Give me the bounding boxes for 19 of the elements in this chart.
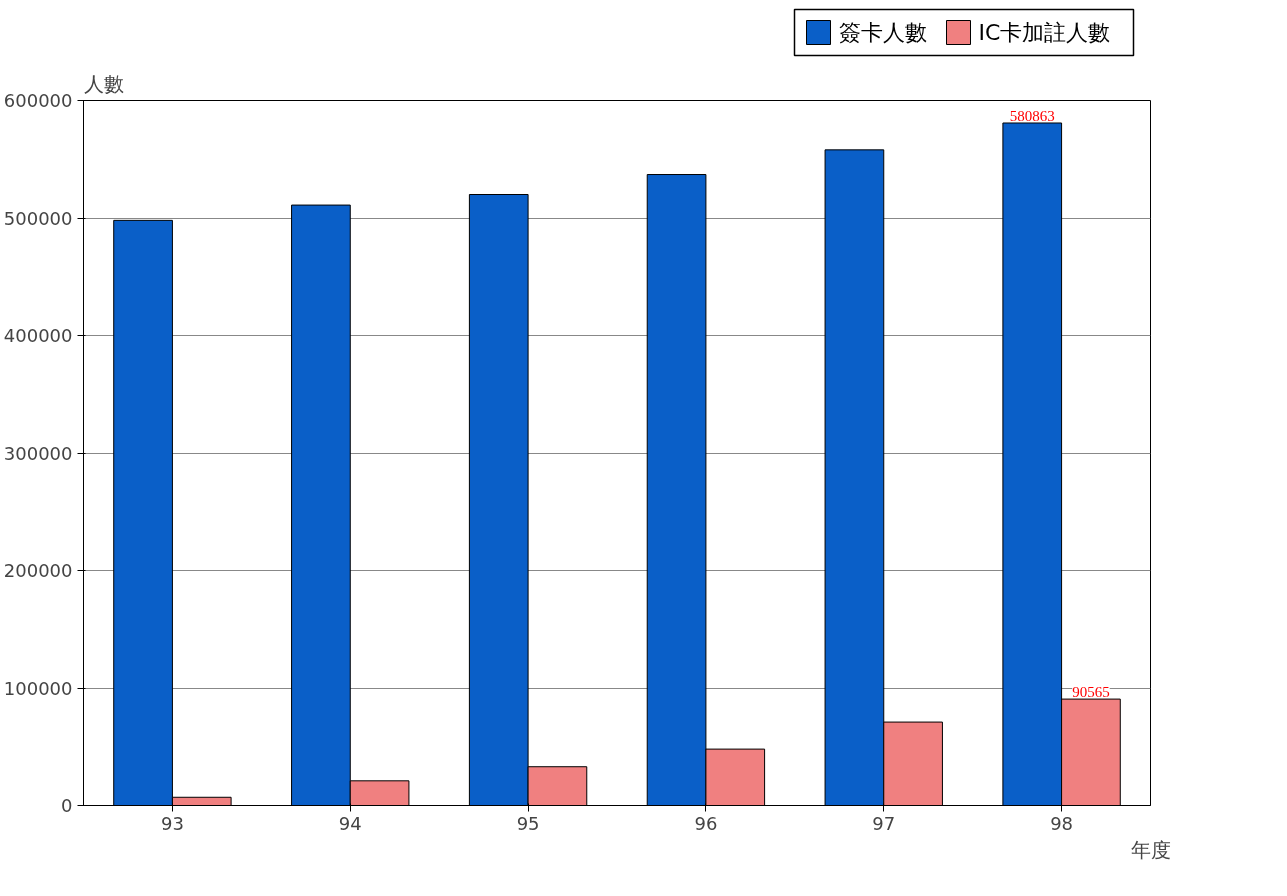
data-label: 90565: [1072, 684, 1110, 701]
legend-label: 簽卡人數: [838, 20, 927, 45]
x-tick-label: 93: [160, 812, 184, 834]
y-tick-label: 100000: [3, 677, 73, 699]
x-tick-label: 98: [1050, 812, 1074, 834]
y-tick-label: 300000: [3, 442, 73, 464]
y-tick-label: 600000: [3, 90, 73, 111]
y-tick-label: 400000: [3, 325, 73, 346]
x-tick-label: 97: [872, 812, 896, 834]
x-tick-label: 96: [694, 812, 718, 834]
x-tick-label: 94: [338, 812, 362, 834]
x-tick-label: 95: [516, 812, 540, 834]
y-axis-title: 人數: [83, 71, 124, 96]
data-label: 580863: [1009, 107, 1055, 124]
y-tick-label: 200000: [3, 560, 73, 581]
legend-label: IC卡加註人數: [978, 20, 1111, 45]
x-axis-title: 年度: [1130, 837, 1171, 862]
y-tick-label: 500000: [3, 207, 73, 229]
y-tick-label: 0: [61, 795, 73, 816]
